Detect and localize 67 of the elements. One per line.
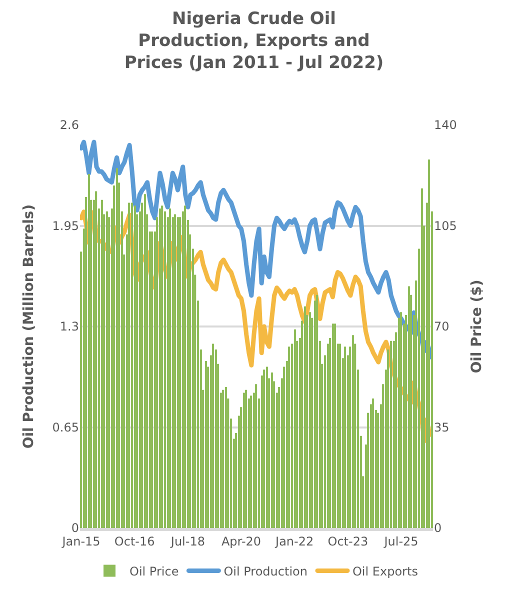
bar	[332, 324, 334, 528]
bar	[344, 346, 346, 528]
bar	[101, 200, 103, 528]
legend-label: Oil Price	[130, 564, 179, 578]
bar	[250, 396, 252, 528]
bar	[134, 206, 136, 528]
bar	[309, 312, 311, 528]
y-tick-label: 0.65	[52, 420, 79, 434]
bar	[212, 344, 214, 528]
bar	[271, 372, 273, 528]
bar	[243, 392, 245, 528]
x-tick-label: Jul-25	[383, 534, 418, 548]
bar	[184, 206, 186, 528]
bar	[339, 344, 341, 528]
bar	[169, 208, 171, 528]
bar	[174, 214, 176, 528]
y2-tick-label: 140	[434, 118, 457, 132]
legend-label: Oil Production	[224, 564, 308, 578]
y-axis-title: Oil Production (Million Barrels)	[20, 204, 37, 449]
bar	[294, 329, 296, 528]
bar	[144, 194, 146, 528]
bar	[304, 306, 306, 528]
bar	[390, 340, 392, 528]
bar	[151, 232, 153, 528]
bar	[352, 335, 354, 528]
bar	[128, 202, 130, 528]
bar	[316, 294, 318, 528]
y-tick-label: 1.3	[60, 320, 79, 334]
x-tick-label: Jan-15	[61, 534, 100, 548]
bar	[116, 168, 118, 528]
bar	[263, 370, 265, 528]
bar	[400, 312, 402, 528]
y-tick-label: 0	[71, 521, 79, 536]
bar	[161, 206, 164, 528]
x-tick-label: Jan-22	[274, 534, 314, 548]
bar	[421, 188, 423, 528]
bar	[408, 286, 410, 528]
bar	[225, 386, 227, 528]
bar	[245, 390, 247, 528]
y2-tick-label: 35	[434, 420, 450, 434]
bar	[205, 361, 207, 528]
y2-tick-label: 0	[434, 521, 442, 536]
line-series	[80, 140, 433, 360]
bar	[177, 217, 179, 528]
bar	[95, 191, 98, 528]
legend-label: Oil Exports	[352, 564, 418, 578]
bar	[159, 208, 161, 528]
x-tick-label: Jul-18	[170, 534, 205, 548]
bar	[255, 384, 258, 528]
bar	[222, 390, 224, 528]
bar	[131, 202, 133, 528]
x-tick-label: Oct-23	[328, 534, 368, 548]
chart-title: Nigeria Crude Oil Production, Exports and Prices (Jan 2011 - Jul 2022)	[124, 8, 384, 74]
x-tick-label: Apr-20	[221, 534, 262, 548]
bar	[106, 211, 108, 528]
bar	[88, 174, 90, 528]
y2-tick-label: 70	[434, 320, 450, 334]
bar	[428, 160, 430, 528]
bar	[334, 324, 336, 528]
bar	[288, 346, 290, 528]
y-tick-label: 2.6	[60, 118, 79, 132]
x-tick-label: Oct-16	[114, 534, 155, 548]
bar	[266, 366, 268, 528]
bar	[372, 398, 374, 528]
y-tick-label: 1.95	[52, 218, 79, 233]
y2-axis-title: Oil Price ($)	[469, 280, 486, 374]
y2-tick-label: 105	[434, 218, 457, 233]
